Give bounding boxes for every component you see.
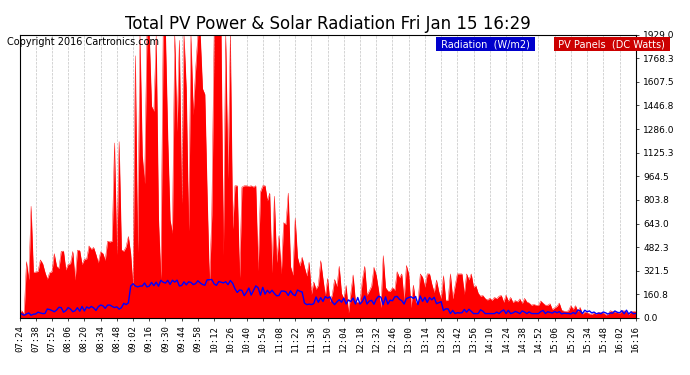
Text: PV Panels  (DC Watts): PV Panels (DC Watts) <box>555 39 669 50</box>
Title: Total PV Power & Solar Radiation Fri Jan 15 16:29: Total PV Power & Solar Radiation Fri Jan… <box>125 15 531 33</box>
Text: Copyright 2016 Cartronics.com: Copyright 2016 Cartronics.com <box>7 37 159 47</box>
Text: Radiation  (W/m2): Radiation (W/m2) <box>438 39 533 50</box>
